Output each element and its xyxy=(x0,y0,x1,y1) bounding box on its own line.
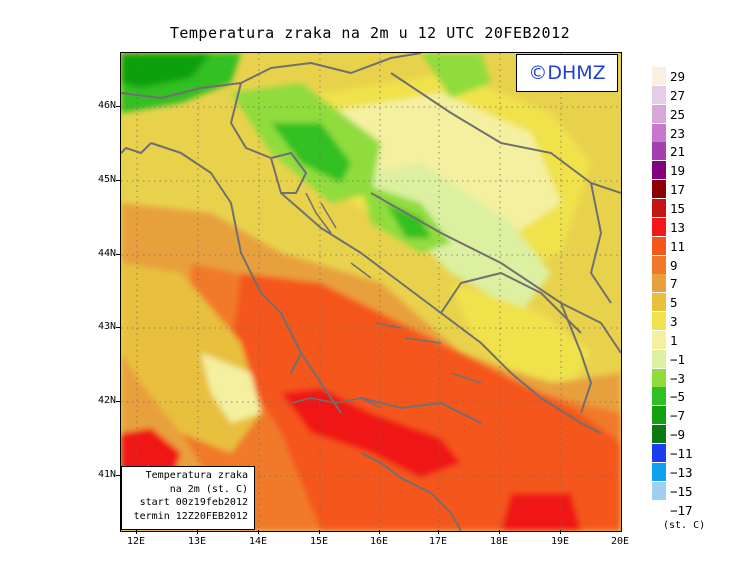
lon-label-14e: 14E xyxy=(248,536,268,547)
legend-swatch xyxy=(652,123,666,142)
legend-swatch xyxy=(652,368,666,387)
lat-label-42n: 42N xyxy=(97,395,116,406)
lat-tick xyxy=(116,327,120,328)
legend-label: 21 xyxy=(670,144,686,160)
legend-label: 19 xyxy=(670,163,686,179)
field-north-green xyxy=(421,53,491,98)
info-line-1: Temperatura zraka xyxy=(145,470,248,481)
lon-tick xyxy=(197,530,198,534)
legend-swatch xyxy=(652,349,666,368)
legend-label: −9 xyxy=(670,427,686,443)
lat-tick xyxy=(116,180,120,181)
lon-tick xyxy=(438,530,439,534)
legend-label: 7 xyxy=(670,276,678,292)
field-13c-south xyxy=(501,493,581,531)
lon-tick xyxy=(136,530,137,534)
field-1c xyxy=(321,93,561,243)
legend-swatch xyxy=(652,180,666,199)
legend-label: −11 xyxy=(670,446,693,461)
legend-label: 23 xyxy=(670,125,686,141)
lat-tick xyxy=(116,401,120,402)
legend-swatch xyxy=(652,387,666,406)
lat-tick xyxy=(116,475,120,476)
legend-label: 25 xyxy=(670,106,686,122)
legend-swatch xyxy=(652,142,666,161)
info-line-2: na 2m (st. C) xyxy=(169,483,248,495)
lon-tick xyxy=(258,530,259,534)
legend-swatch xyxy=(652,67,666,85)
info-box: Temperatura zraka na 2m (st. C) start 00… xyxy=(121,466,255,530)
field-dinaric-cold xyxy=(386,203,431,238)
legend-swatch xyxy=(652,481,666,500)
legend-label: 13 xyxy=(670,219,686,235)
lat-label-43n: 43N xyxy=(97,321,116,332)
legend-swatch xyxy=(652,255,666,274)
lon-label-17e: 17E xyxy=(428,536,448,547)
legend-swatch xyxy=(652,161,666,180)
lon-tick xyxy=(499,530,500,534)
info-line-3: start 00z19feb2012 xyxy=(139,497,248,508)
legend-unit: (st. C) xyxy=(663,520,706,531)
lat-label-41n: 41N xyxy=(97,469,116,480)
lon-label-12e: 12E xyxy=(126,536,146,547)
lat-label-46n: 46N xyxy=(97,100,116,111)
legend-label: −17 xyxy=(670,502,693,518)
lon-label-19e: 19E xyxy=(550,536,570,547)
lon-label-15e: 15E xyxy=(309,536,329,547)
lon-label-18e: 18E xyxy=(489,536,509,547)
field-13c-adriatic xyxy=(281,388,461,478)
legend-swatch xyxy=(652,198,666,217)
legend-label: 27 xyxy=(670,87,686,103)
legend-label: −3 xyxy=(670,370,686,386)
lon-label-20e: 20E xyxy=(610,536,630,547)
legend-swatch xyxy=(652,104,666,123)
legend-swatch xyxy=(652,462,666,481)
legend-swatch xyxy=(652,330,666,349)
legend-label: 15 xyxy=(670,200,686,216)
temperature-field xyxy=(121,53,621,531)
legend-swatch xyxy=(652,85,666,104)
legend-label: 11 xyxy=(670,238,686,254)
legend-label: 9 xyxy=(670,257,678,273)
legend-swatch xyxy=(652,274,666,293)
info-line-4: termin 12Z20FEB2012 xyxy=(133,510,248,522)
field-alps-colder xyxy=(121,53,211,88)
legend-label: −15 xyxy=(670,483,693,499)
field-velebit-cold xyxy=(271,123,351,183)
lon-label-13e: 13E xyxy=(187,536,207,547)
legend-label: −7 xyxy=(670,408,686,424)
temperature-map xyxy=(120,52,622,532)
legend-label: 29 xyxy=(670,69,686,84)
legend-label: 1 xyxy=(670,332,678,348)
lon-tick xyxy=(560,530,561,534)
field-italy-cool xyxy=(201,353,261,423)
legend-label: −13 xyxy=(670,464,693,480)
legend-swatch xyxy=(652,444,666,462)
legend-label: −5 xyxy=(670,389,686,405)
legend-label: 5 xyxy=(670,295,678,311)
legend-swatch xyxy=(652,293,666,312)
field-11c xyxy=(231,273,621,531)
lat-tick xyxy=(116,254,120,255)
lat-tick xyxy=(116,106,120,107)
lon-tick xyxy=(319,530,320,534)
field-south-interior xyxy=(451,283,591,383)
legend-label: 3 xyxy=(670,314,678,330)
legend-swatch xyxy=(652,236,666,255)
legend-label: 17 xyxy=(670,182,686,198)
legend-swatch xyxy=(652,406,666,425)
islands xyxy=(290,192,482,409)
coastlines-borders xyxy=(121,53,621,531)
lat-label-45n: 45N xyxy=(97,174,116,185)
legend-label: −1 xyxy=(670,351,686,367)
lon-tick xyxy=(379,530,380,534)
lon-label-16e: 16E xyxy=(369,536,389,547)
legend-swatch xyxy=(652,425,666,444)
dhmz-badge: ©DHMZ xyxy=(516,54,618,92)
lat-label-44n: 44N xyxy=(97,248,116,259)
map-title: Temperatura zraka na 2m u 12 UTC 20FEB20… xyxy=(169,24,571,42)
legend-swatch xyxy=(652,217,666,236)
legend-swatch xyxy=(652,312,666,331)
